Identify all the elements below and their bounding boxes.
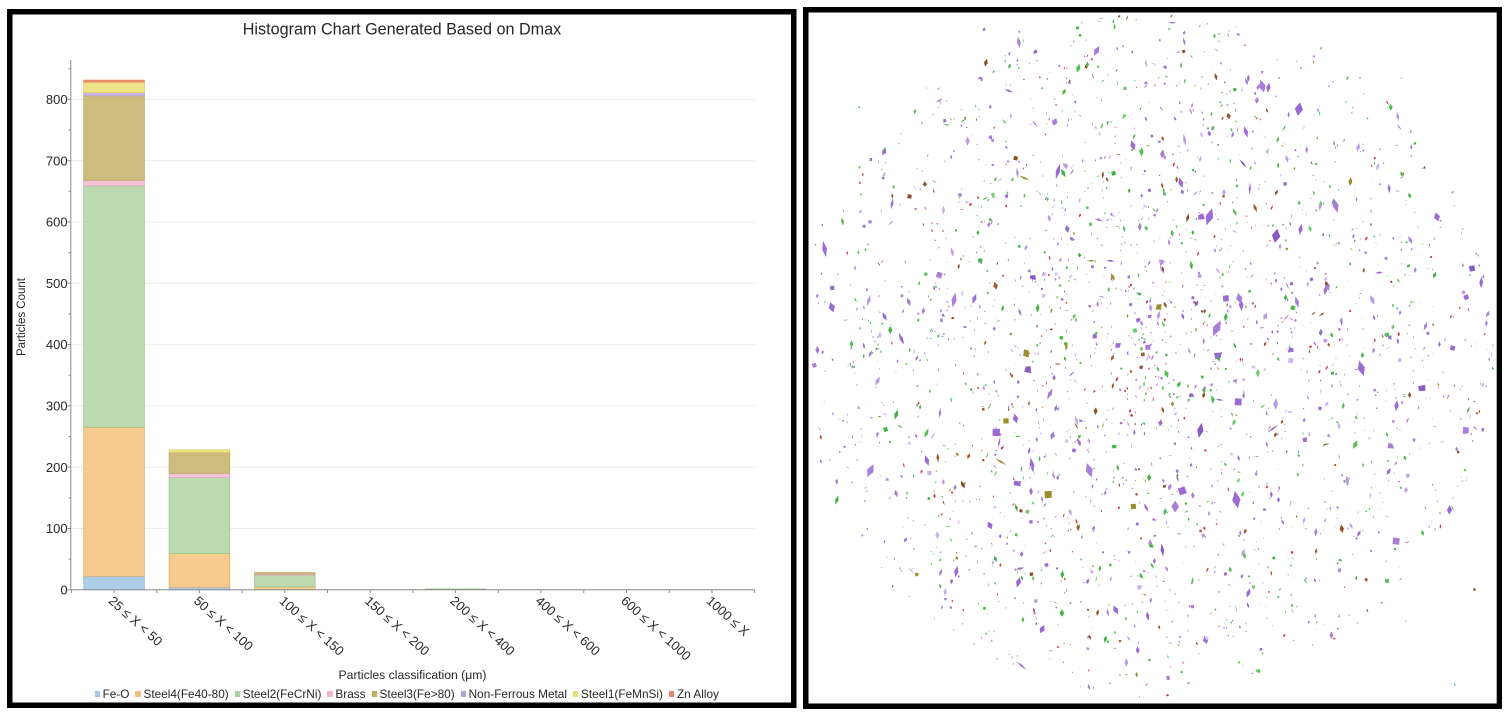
svg-text:300: 300 [46, 399, 68, 414]
svg-text:150 ≤ X < 200: 150 ≤ X < 200 [362, 593, 432, 659]
svg-text:500: 500 [46, 276, 68, 291]
svg-text:400 ≤ X < 600: 400 ≤ X < 600 [533, 593, 603, 659]
svg-text:800: 800 [46, 92, 68, 107]
svg-text:25 ≤ X < 50: 25 ≤ X < 50 [106, 593, 166, 649]
svg-text:200: 200 [46, 460, 68, 475]
svg-text:Particles Count: Particles Count [16, 277, 28, 356]
svg-text:400: 400 [46, 337, 68, 352]
svg-text:1000 ≤ X: 1000 ≤ X [704, 593, 753, 639]
svg-text:100 ≤ X < 150: 100 ≤ X < 150 [277, 593, 347, 659]
svg-text:600: 600 [46, 215, 68, 230]
svg-text:Histogram Chart Generated Base: Histogram Chart Generated Based on Dmax [243, 21, 562, 39]
svg-text:0: 0 [60, 582, 67, 597]
svg-text:50 ≤ X < 100: 50 ≤ X < 100 [191, 593, 256, 654]
svg-text:700: 700 [46, 153, 68, 168]
svg-text:100: 100 [46, 521, 68, 536]
svg-text:200 ≤ X < 400: 200 ≤ X < 400 [447, 593, 517, 659]
svg-text:600 ≤ X < 1000: 600 ≤ X < 1000 [618, 593, 694, 663]
svg-text:Particles classification (μm): Particles classification (μm) [339, 668, 487, 682]
